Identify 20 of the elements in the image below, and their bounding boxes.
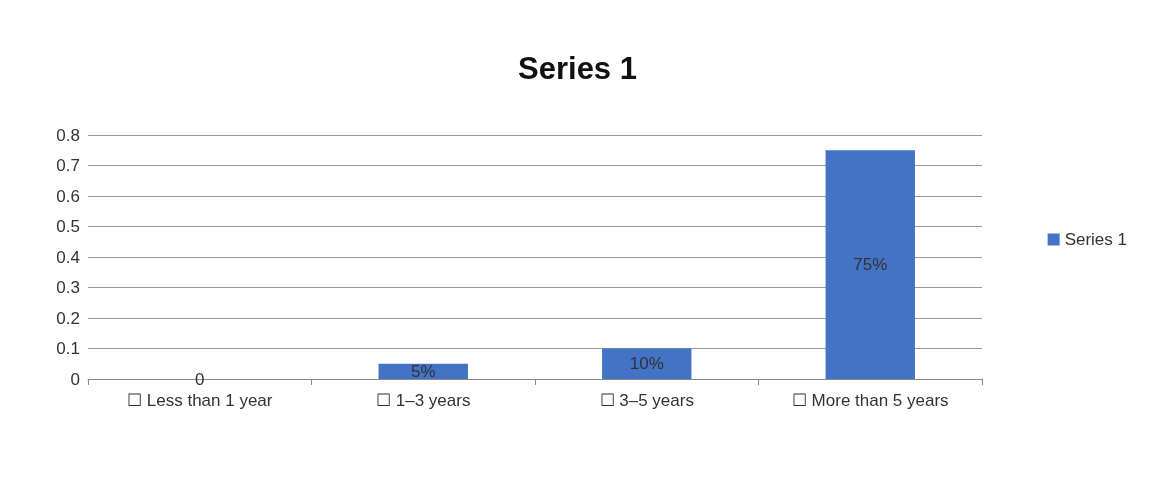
bar (602, 348, 692, 379)
y-tick-label: 0.3 (56, 278, 80, 297)
y-tick-label: 0.5 (56, 217, 80, 236)
x-tick-label: ☐ 1–3 years (376, 390, 471, 410)
y-tick-label: 0.4 (56, 247, 80, 267)
y-tick-label: 0.7 (56, 156, 80, 175)
data-label: 75% (853, 255, 888, 275)
legend-label: Series 1 (1064, 230, 1128, 249)
y-tick-label: 0.1 (56, 339, 80, 358)
bar (825, 150, 915, 379)
y-tick-label: 0.2 (56, 308, 80, 328)
y-tick-label: 0 (70, 369, 80, 389)
data-label: 10% (629, 354, 664, 374)
y-tick-label: 0.8 (56, 125, 80, 145)
y-tick-label: 0.6 (56, 186, 80, 206)
chart-title: Series 1 (518, 51, 637, 86)
x-tick-label: ☐ More than 5 years (791, 390, 949, 410)
data-label: 5% (410, 361, 436, 381)
x-tick-label: ☐ Less than 1 year (127, 390, 273, 410)
x-tick-label: ☐ 3–5 years (599, 390, 694, 410)
